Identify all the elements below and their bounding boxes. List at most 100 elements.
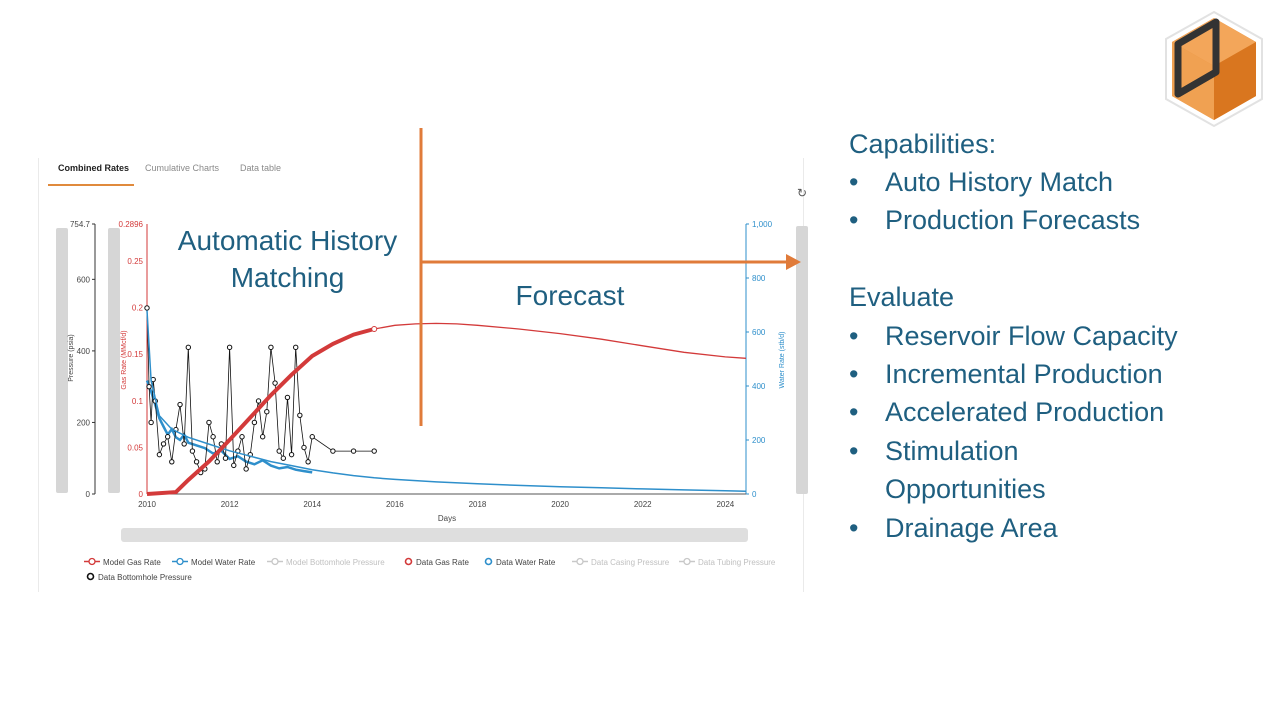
data-bhp-point — [276, 448, 282, 454]
legend-item[interactable]: Data Gas Rate — [404, 557, 469, 568]
pressure-axis-title: Pressure (psia) — [68, 334, 75, 381]
x-tick-label: 2018 — [469, 500, 487, 509]
data-bhp-point — [164, 434, 171, 440]
legend-label: Model Water Rate — [191, 557, 256, 567]
legend-label: Model Bottomhole Pressure — [286, 557, 385, 567]
legend-marker-icon — [267, 557, 283, 568]
gas-axis-title: Gas Rate (MMcf/d) — [121, 330, 128, 389]
water-tick-label: 600 — [752, 328, 766, 337]
data-bhp-point — [222, 455, 229, 461]
legend-marker-icon — [679, 557, 695, 568]
gas-tick-label: 0 — [139, 490, 144, 499]
data-bhp-point — [144, 305, 150, 311]
data-bhp-point — [214, 459, 220, 465]
legend-item[interactable]: Model Gas Rate — [84, 557, 161, 568]
legend-marker-icon — [172, 557, 188, 568]
legend-label: Data Casing Pressure — [591, 557, 670, 567]
water-tick-label: 200 — [752, 436, 766, 445]
legend-item[interactable]: Data Tubing Pressure — [679, 557, 775, 568]
data-bhp-point — [280, 455, 287, 461]
data-bhp-point — [231, 462, 237, 469]
data-bhp-point — [293, 344, 299, 351]
forecast-label: Forecast — [515, 280, 625, 311]
legend-item[interactable]: Data Casing Pressure — [572, 557, 669, 568]
gas-tick-label: 0.2896 — [119, 220, 144, 229]
forecast-arrow-head — [786, 254, 801, 270]
data-bhp-point — [239, 434, 245, 440]
data-bhp-point — [251, 419, 258, 426]
data-bhp-point — [301, 444, 307, 451]
capabilities-title: Capabilities: — [849, 129, 997, 159]
company-logo — [1165, 10, 1263, 128]
data-bhp-point — [177, 401, 183, 408]
data-bhp-point — [272, 380, 278, 386]
legend-marker-icon — [84, 557, 100, 568]
history-match-label: Automatic History Matching — [177, 225, 398, 293]
model-gas-end-point — [371, 325, 378, 332]
pressure-tick-label: 0 — [86, 490, 91, 499]
gas-tick-label: 0.1 — [132, 397, 144, 406]
x-axis-title: Days — [438, 514, 456, 523]
tab-combined-rates[interactable]: Combined Rates — [58, 163, 130, 173]
model-water-rate-line — [146, 310, 747, 493]
x-tick-label: 2012 — [221, 500, 239, 509]
data-bhp-point — [243, 466, 249, 472]
data-bhp-point — [330, 448, 336, 454]
data-bhp-point — [148, 419, 154, 426]
water-tick-label: 0 — [752, 490, 757, 499]
x-tick-label: 2010 — [138, 500, 156, 509]
x-tick-label: 2022 — [634, 500, 652, 509]
refresh-icon[interactable]: ↻ — [797, 186, 808, 200]
legend-label: Data Bottomhole Pressure — [98, 572, 192, 582]
legend-item[interactable]: Model Bottomhole Pressure — [267, 557, 385, 568]
data-bhp-point — [371, 448, 377, 454]
data-bhp-point — [156, 451, 163, 458]
gas-tick-label: 0.2 — [132, 304, 144, 313]
water-tick-label: 800 — [752, 274, 766, 283]
water-tick-label: 1,000 — [752, 220, 773, 229]
pressure-tick-label: 200 — [77, 418, 91, 427]
legend-item[interactable]: Model Water Rate — [172, 557, 255, 568]
legend-label: Model Gas Rate — [103, 557, 161, 567]
pressure-tick-label: 600 — [77, 275, 91, 284]
model-gas-rate-forecast-line — [374, 322, 747, 359]
active-tab-indicator — [48, 184, 134, 186]
legend-marker-icon — [86, 572, 95, 583]
data-bhp-point — [169, 459, 175, 465]
data-bhp-point — [305, 459, 311, 465]
x-axis-range-slider[interactable] — [121, 528, 748, 542]
legend-marker-icon — [572, 557, 588, 568]
data-bhp-point — [309, 434, 315, 440]
data-bhp-point — [210, 434, 216, 440]
water-axis-slider[interactable] — [796, 226, 808, 494]
data-bhp-point — [350, 448, 357, 454]
gas-tick-label: 0.15 — [127, 350, 143, 359]
x-tick-label: 2024 — [716, 500, 734, 509]
gas-tick-label: 0.05 — [127, 443, 143, 452]
tab-cumulative-charts[interactable]: Cumulative Charts — [145, 163, 220, 173]
data-water-rate-line — [145, 380, 313, 474]
data-bhp-point — [264, 409, 270, 415]
gas-tick-label: 0.25 — [127, 257, 143, 266]
pressure-tick-label: 400 — [77, 347, 91, 356]
pressure-tick-label: 754.7 — [70, 220, 91, 229]
data-bhp-point — [255, 398, 262, 404]
data-bhp-line — [146, 307, 375, 474]
data-bhp-point — [226, 344, 233, 351]
pressure-axis-slider[interactable] — [56, 228, 68, 493]
legend-label: Data Tubing Pressure — [698, 557, 776, 567]
legend-item[interactable]: Data Bottomhole Pressure — [86, 572, 192, 583]
data-bhp-point — [160, 441, 167, 447]
data-bhp-point — [288, 451, 295, 458]
legend-label: Data Water Rate — [496, 557, 556, 567]
legend-item[interactable]: Data Water Rate — [484, 557, 555, 568]
x-tick-label: 2020 — [551, 500, 569, 509]
data-bhp-point — [189, 448, 196, 454]
data-bhp-point — [268, 344, 274, 351]
tab-data-table[interactable]: Data table — [240, 163, 282, 173]
data-bhp-point — [193, 459, 200, 465]
model-gas-rate-history-line — [146, 327, 375, 496]
gas-axis-slider[interactable] — [108, 228, 120, 493]
water-axis-title: Water Rate (stb/d) — [779, 332, 786, 389]
